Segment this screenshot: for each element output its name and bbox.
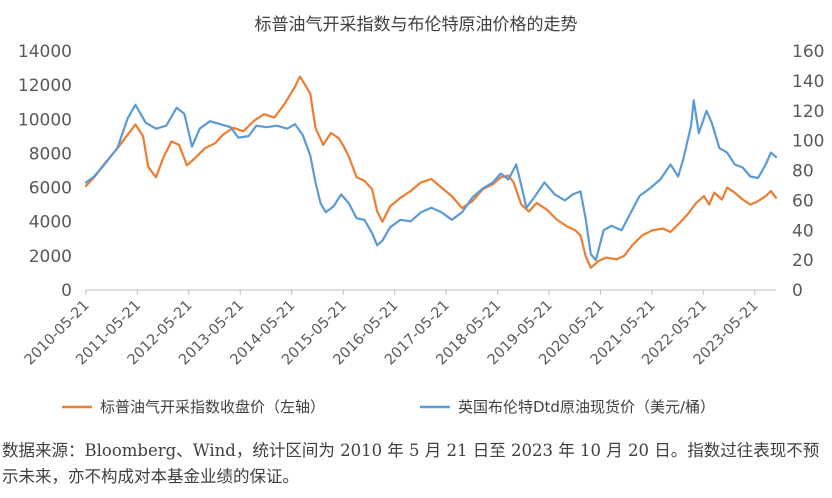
y-right-tick-label: 80	[792, 162, 814, 182]
chart-title: 标普油气开采指数与布伦特原油价格的走势	[255, 15, 578, 35]
legend-label: 标普油气开采指数收盘价（左轴）	[100, 398, 325, 416]
y-right-tick-label: 60	[792, 191, 814, 211]
y-left-tick-label: 8000	[29, 144, 72, 164]
y-left-tick-label: 14000	[18, 42, 72, 62]
sp-oil-gas-index-line	[84, 75, 778, 269]
axes: 0 2000 4000 6000 8000 10000 12000 14000 0 20 40 60 8…	[18, 42, 825, 368]
y-right-tick-label: 140	[792, 72, 824, 92]
legend: 标普油气开采指数收盘价（左轴） 英国布伦特Dtd原油现货价（美元/桶）	[62, 398, 715, 416]
y-right-tick-label: 160	[792, 42, 824, 62]
chart: 标普油气开采指数与布伦特原油价格的走势 0 2000 4000 6000 8000 100…	[18, 15, 825, 416]
y-left-tick-label: 12000	[18, 76, 72, 96]
footnote: 数据来源：Bloomberg、Wind，统计区间为 2010 年 5 月 21 …	[2, 441, 820, 486]
brent-price-line	[84, 99, 778, 262]
y-right-tick-label: 20	[792, 251, 814, 271]
y-left-tick-label: 2000	[29, 247, 72, 267]
y-right-tick-label: 100	[792, 132, 824, 152]
y-right-tick-label: 120	[792, 102, 824, 122]
series-layer	[84, 75, 778, 269]
y-left-tick-label: 0	[61, 281, 72, 301]
y-left-tick-label: 4000	[29, 213, 72, 233]
y-right-tick-label: 40	[792, 221, 814, 241]
y-right-tick-label: 0	[792, 281, 803, 301]
y-left-tick-label: 6000	[29, 179, 72, 199]
y-left-tick-label: 10000	[18, 110, 72, 130]
legend-label: 英国布伦特Dtd原油现货价（美元/桶）	[458, 398, 715, 416]
